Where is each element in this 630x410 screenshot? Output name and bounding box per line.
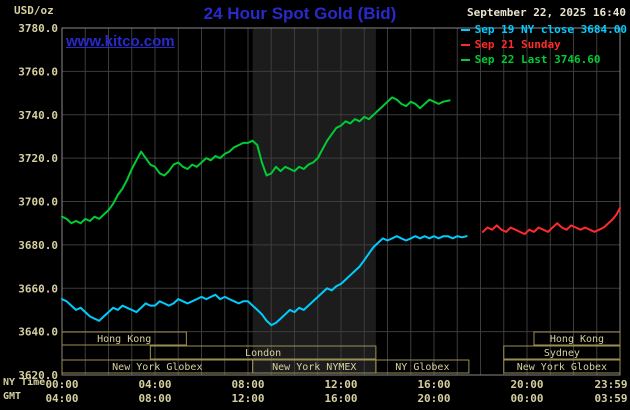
y-axis-tick-label: 3720.0 bbox=[18, 152, 58, 165]
price-line-sep22 bbox=[61, 96, 451, 225]
plot-frame bbox=[61, 27, 621, 376]
legend-label: Sep 19 NY close 3684.00 bbox=[474, 23, 627, 36]
x-axis-gmt-tick-label: 16:00 bbox=[324, 392, 357, 405]
y-axis-tick-label: 3760.0 bbox=[18, 65, 58, 78]
x-axis-ny-tick-label: 20:00 bbox=[510, 378, 543, 391]
y-axis-tick-label: 3660.0 bbox=[18, 282, 58, 295]
x-axis-gmt-tick-label: 20:00 bbox=[417, 392, 450, 405]
price-line-sep21 bbox=[481, 207, 621, 235]
y-axis-tick-label: 3700.0 bbox=[18, 196, 58, 209]
session-box bbox=[375, 359, 470, 374]
x-axis-ny-tick-label: 08:00 bbox=[231, 378, 264, 391]
session-label: Sydney bbox=[544, 348, 580, 359]
session-label: London bbox=[245, 348, 281, 359]
y-axis-tick-label: 3680.0 bbox=[18, 239, 58, 252]
y-axis-tick-label: 3780.0 bbox=[18, 22, 58, 35]
session-box bbox=[533, 331, 621, 346]
datetime-label: September 22, 2025 16:40 bbox=[467, 6, 626, 19]
x-axis-gmt-tick-label: 08:00 bbox=[138, 392, 171, 405]
y-axis-tick-label: 3620.0 bbox=[18, 369, 58, 382]
x-axis-ny-tick-label: 23:59 bbox=[594, 378, 627, 391]
x-axis-ny-tick-label: 12:00 bbox=[324, 378, 357, 391]
price-line-sep19 bbox=[61, 235, 468, 327]
session-box bbox=[503, 359, 621, 374]
legend-label: Sep 21 Sunday bbox=[474, 38, 561, 51]
gmt-axis-label: GMT bbox=[3, 391, 22, 402]
session-box bbox=[149, 345, 377, 360]
unit-label: USD/oz bbox=[14, 4, 54, 17]
y-axis-tick-label: 3740.0 bbox=[18, 109, 58, 122]
legend-item-sep19: Sep 19 NY close 3684.00 bbox=[460, 22, 627, 37]
ny-time-axis-label: NY Time bbox=[3, 377, 46, 388]
series-dash-icon bbox=[460, 29, 470, 31]
session-box bbox=[61, 331, 187, 346]
series-dash-icon bbox=[460, 44, 470, 46]
series-dash-icon bbox=[460, 59, 470, 61]
x-axis-gmt-tick-label: 00:00 bbox=[510, 392, 543, 405]
session-label: Hong Kong bbox=[97, 334, 151, 345]
x-axis-ny-tick-label: 04:00 bbox=[138, 378, 171, 391]
x-axis-ny-tick-label: 16:00 bbox=[417, 378, 450, 391]
x-axis-gmt-tick-label: 03:59 bbox=[594, 392, 627, 405]
legend-label: Sep 22 Last 3746.60 bbox=[474, 53, 601, 66]
page-title: 24 Hour Spot Gold (Bid) bbox=[203, 4, 397, 23]
y-axis-tick-label: 3640.0 bbox=[18, 326, 58, 339]
session-box bbox=[503, 345, 621, 360]
session-label: New York NYMEX bbox=[272, 362, 356, 373]
session-label: New York Globex bbox=[517, 362, 607, 373]
legend-item-sep21: Sep 21 Sunday bbox=[460, 37, 627, 52]
legend-item-sep22: Sep 22 Last 3746.60 bbox=[460, 52, 627, 67]
session-label: Hong Kong bbox=[550, 334, 604, 345]
session-label: NY Globex bbox=[395, 362, 449, 373]
legend: Sep 19 NY close 3684.00 Sep 21 Sunday Se… bbox=[460, 22, 627, 67]
session-label: New York Globex bbox=[112, 362, 202, 373]
x-axis-gmt-tick-label: 04:00 bbox=[45, 392, 78, 405]
x-axis-gmt-tick-label: 12:00 bbox=[231, 392, 264, 405]
kitco-watermark-link[interactable]: www.kitco.com bbox=[66, 33, 175, 50]
x-axis-ny-tick-label: 00:00 bbox=[45, 378, 78, 391]
